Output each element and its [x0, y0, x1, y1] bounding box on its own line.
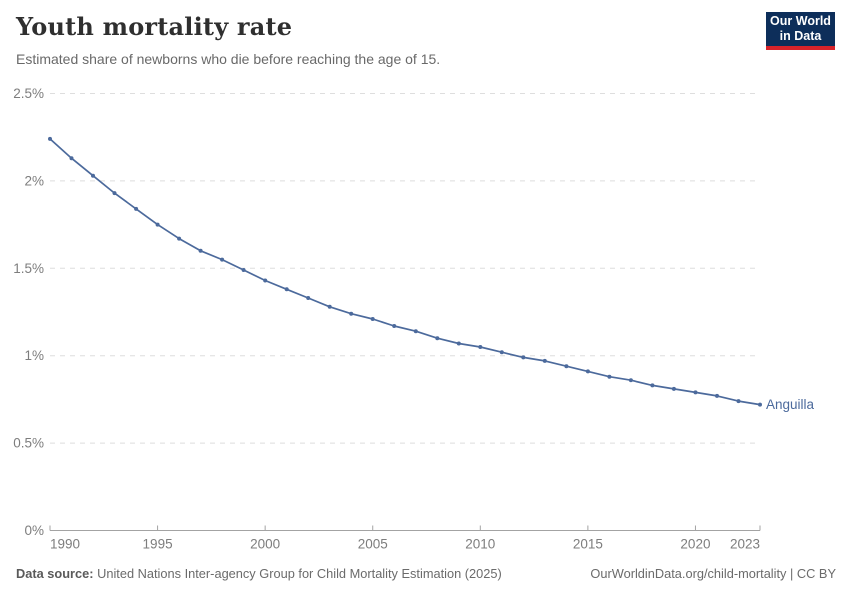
- data-point[interactable]: [585, 369, 590, 374]
- y-axis-label: 2%: [24, 173, 44, 188]
- y-axis-label: 0%: [24, 523, 44, 538]
- data-point[interactable]: [499, 350, 504, 355]
- data-point[interactable]: [478, 345, 483, 349]
- data-point[interactable]: [306, 296, 311, 300]
- data-point[interactable]: [370, 317, 375, 321]
- chart-footer: Data source: United Nations Inter-agency…: [16, 566, 836, 582]
- data-point[interactable]: [650, 383, 655, 388]
- data-point[interactable]: [736, 399, 741, 404]
- data-point[interactable]: [456, 341, 461, 346]
- data-point[interactable]: [715, 393, 719, 398]
- data-point[interactable]: [392, 324, 397, 328]
- series-line-anguilla[interactable]: [49, 138, 761, 406]
- data-point[interactable]: [177, 236, 182, 241]
- data-point[interactable]: [241, 268, 246, 272]
- x-axis-label: 2000: [250, 537, 280, 552]
- data-point[interactable]: [413, 329, 418, 334]
- data-point[interactable]: [284, 287, 289, 292]
- x-axis-label: 1995: [143, 537, 173, 552]
- x-axis-label: 2020: [680, 537, 710, 552]
- data-source-label: Data source:: [16, 566, 94, 581]
- y-axis-label: 1%: [24, 348, 44, 363]
- data-point[interactable]: [671, 386, 676, 391]
- data-point[interactable]: [564, 364, 569, 369]
- data-point[interactable]: [349, 311, 354, 316]
- series-label-anguilla: Anguilla: [766, 397, 815, 412]
- data-point[interactable]: [69, 156, 74, 161]
- y-axis-label: 1.5%: [13, 261, 44, 276]
- data-point[interactable]: [758, 402, 762, 407]
- y-axis-label: 2.5%: [13, 86, 44, 101]
- data-point[interactable]: [263, 278, 268, 283]
- chart-subtitle: Estimated share of newborns who die befo…: [16, 51, 441, 67]
- data-point[interactable]: [91, 173, 95, 178]
- data-point[interactable]: [134, 206, 139, 211]
- page-title: Youth mortality rate: [16, 12, 293, 41]
- data-point[interactable]: [155, 222, 160, 227]
- data-point[interactable]: [435, 336, 440, 341]
- x-axis-label: 2010: [465, 537, 495, 552]
- owid-logo[interactable]: Our World in Data: [766, 12, 835, 50]
- y-axis-label: 0.5%: [13, 436, 44, 451]
- data-point[interactable]: [220, 257, 225, 262]
- data-point[interactable]: [607, 374, 612, 379]
- data-source-note: Data source: United Nations Inter-agency…: [16, 566, 502, 582]
- x-axis-label: 2005: [358, 537, 388, 552]
- x-axis-label: 2015: [573, 537, 603, 552]
- data-point[interactable]: [542, 358, 547, 363]
- x-axis-label: 1990: [50, 537, 80, 552]
- owid-cc-link[interactable]: OurWorldinData.org/child-mortality | CC …: [590, 566, 836, 581]
- data-point[interactable]: [198, 248, 203, 253]
- data-point[interactable]: [48, 136, 52, 141]
- x-axis-label: 2023: [730, 537, 760, 552]
- logo-line2: in Data: [779, 29, 822, 43]
- logo-line1: Our World: [770, 14, 831, 28]
- data-source-text: United Nations Inter-agency Group for Ch…: [93, 566, 502, 581]
- data-point[interactable]: [521, 355, 526, 360]
- data-point[interactable]: [112, 191, 117, 196]
- data-point[interactable]: [628, 378, 633, 383]
- data-point[interactable]: [327, 304, 332, 309]
- data-point[interactable]: [693, 390, 698, 395]
